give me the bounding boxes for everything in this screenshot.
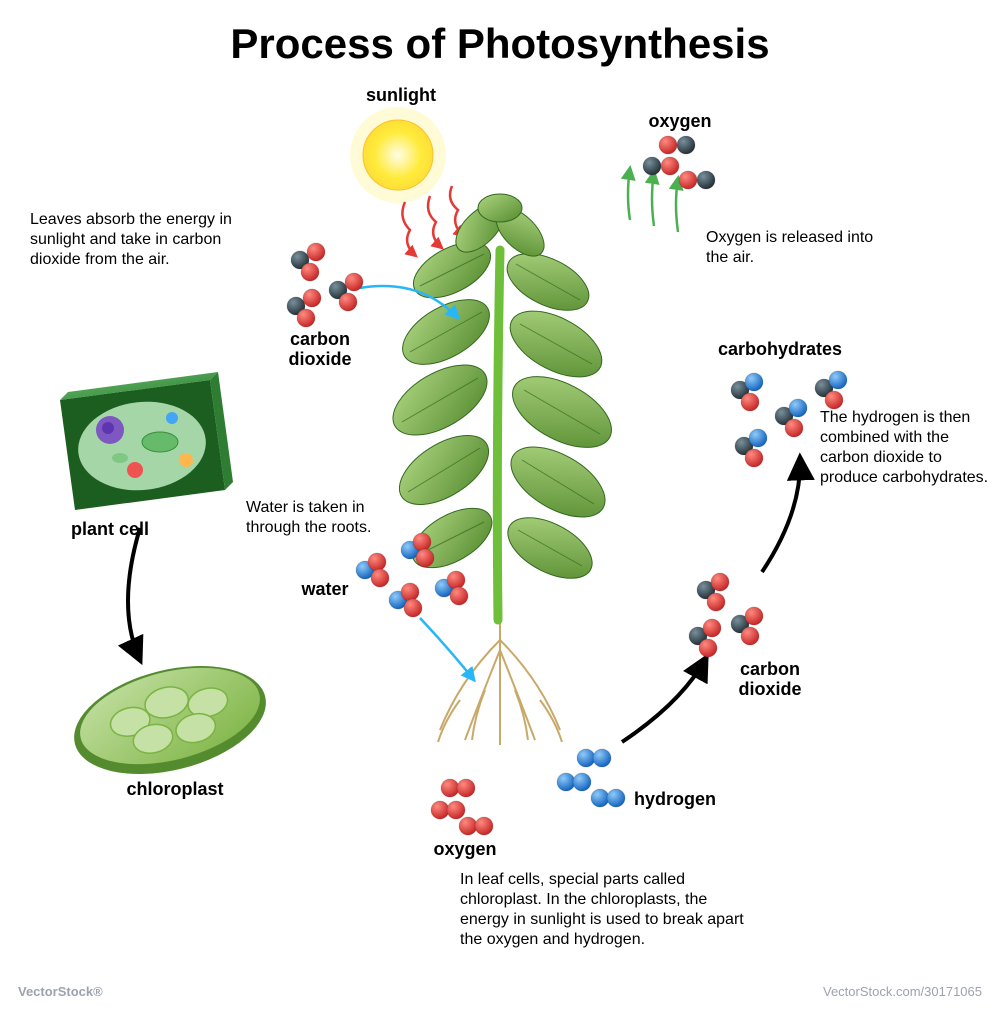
text-water-roots: Water is taken in through the roots. [246, 498, 416, 538]
chloroplast-icon [63, 648, 277, 792]
label-carbohydrates: carbohydrates [700, 340, 860, 360]
label-oxygen-bottom: oxygen [420, 840, 510, 860]
label-water: water [290, 580, 360, 600]
plant-cell-icon [60, 372, 233, 510]
label-hydrogen: hydrogen [620, 790, 730, 810]
label-chloroplast: chloroplast [110, 780, 240, 800]
text-hydrogen-combine: The hydrogen is then combined with the c… [820, 408, 990, 488]
plant-icon [381, 194, 622, 745]
page-title: Process of Photosynthesis [0, 20, 1000, 68]
label-co2-right: carbon dioxide [720, 660, 820, 700]
label-co2-left: carbon dioxide [270, 330, 370, 370]
oxygen-arrows [628, 168, 678, 232]
watermark-left: VectorStock® [18, 984, 103, 999]
sun-icon [350, 107, 464, 256]
text-oxygen-release: Oxygen is released into the air. [706, 228, 886, 268]
watermark-right: VectorStock.com/30171065 [823, 984, 982, 999]
label-sunlight: sunlight [356, 86, 446, 106]
text-chloroplast: In leaf cells, special parts called chlo… [460, 870, 750, 950]
label-oxygen-top: oxygen [640, 112, 720, 132]
text-leaves: Leaves absorb the energy in sunlight and… [30, 210, 250, 270]
label-plant-cell: plant cell [60, 520, 160, 540]
